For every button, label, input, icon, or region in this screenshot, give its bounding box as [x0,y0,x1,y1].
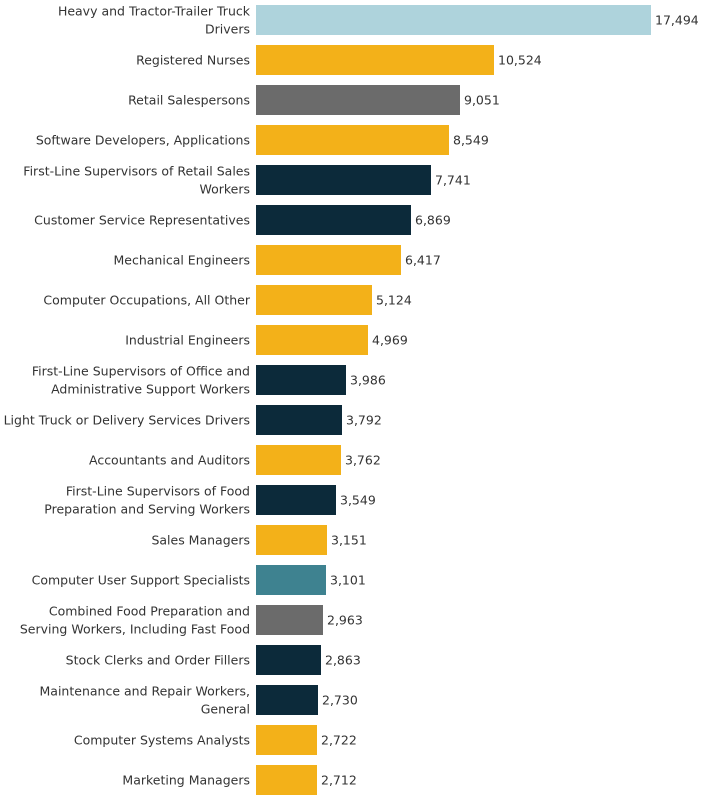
bars [256,5,651,795]
value-label-11: 3,762 [345,453,381,468]
value-label-2: 9,051 [464,93,500,108]
category-label-19: Marketing Managers [122,773,250,788]
value-label-13: 3,151 [331,533,367,548]
category-label-line: Computer Systems Analysts [74,733,250,748]
bar-19 [256,765,317,795]
bar-9 [256,365,346,395]
value-label-3: 8,549 [453,133,489,148]
category-label-line: Light Truck or Delivery Services Drivers [4,413,250,428]
category-label-line: Stock Clerks and Order Fillers [66,653,250,668]
bar-10 [256,405,342,435]
category-label-line: Accountants and Auditors [89,453,250,468]
category-label-line: Retail Salespersons [128,93,250,108]
bar-0 [256,5,651,35]
category-label-line: Serving Workers, Including Fast Food [20,622,250,637]
category-label-line: Drivers [205,22,250,37]
category-label-11: Accountants and Auditors [89,453,250,468]
value-label-17: 2,730 [322,693,358,708]
category-label-3: Software Developers, Applications [36,133,250,148]
category-label-line: Combined Food Preparation and [49,604,250,619]
category-labels: Heavy and Tractor-Trailer Truck Drivers Re… [4,4,251,788]
bar-17 [256,685,318,715]
value-label-5: 6,869 [415,213,451,228]
category-label-line: First-Line Supervisors of Food [66,484,250,499]
bar-7 [256,285,372,315]
category-label-12: First-Line Supervisors of Food Preparatio… [44,484,250,517]
category-label-5: Customer Service Representatives [34,213,250,228]
bar-5 [256,205,411,235]
value-label-4: 7,741 [435,173,471,188]
value-label-6: 6,417 [405,253,441,268]
value-label-10: 3,792 [346,413,382,428]
category-label-line: Customer Service Representatives [34,213,250,228]
bar-2 [256,85,460,115]
category-label-line: First-Line Supervisors of Retail Sales [23,164,250,179]
category-label-line: Computer User Support Specialists [32,573,250,588]
category-label-line: Industrial Engineers [125,333,250,348]
bar-15 [256,605,323,635]
category-label-2: Retail Salespersons [128,93,250,108]
category-label-14: Computer User Support Specialists [32,573,250,588]
bar-11 [256,445,341,475]
category-label-line: Mechanical Engineers [114,253,251,268]
category-label-line: General [201,702,250,717]
bar-14 [256,565,326,595]
category-label-line: Sales Managers [151,533,250,548]
category-label-line: Marketing Managers [122,773,250,788]
bar-1 [256,45,494,75]
bar-8 [256,325,368,355]
value-label-7: 5,124 [376,293,412,308]
value-label-0: 17,494 [655,13,699,28]
bar-6 [256,245,401,275]
category-label-line: Workers [199,182,250,197]
category-label-16: Stock Clerks and Order Fillers [66,653,250,668]
category-label-line: First-Line Supervisors of Office and [32,364,250,379]
category-label-line: Maintenance and Repair Workers, [40,684,250,699]
value-label-1: 10,524 [498,53,542,68]
category-label-13: Sales Managers [151,533,250,548]
bar-13 [256,525,327,555]
category-label-line: Computer Occupations, All Other [43,293,250,308]
category-label-18: Computer Systems Analysts [74,733,250,748]
category-label-10: Light Truck or Delivery Services Drivers [4,413,250,428]
value-label-15: 2,963 [327,613,363,628]
category-label-8: Industrial Engineers [125,333,250,348]
category-label-line: Software Developers, Applications [36,133,250,148]
category-label-9: First-Line Supervisors of Office and Admi… [32,364,250,397]
bar-16 [256,645,321,675]
category-label-17: Maintenance and Repair Workers, General [40,684,250,717]
bar-4 [256,165,431,195]
category-label-line: Administrative Support Workers [51,382,250,397]
value-label-19: 2,712 [321,773,357,788]
value-labels: 17,494 10,524 9,051 8,549 7,741 6,869 6,417 5,1… [321,13,699,788]
bar-18 [256,725,317,755]
category-label-line: Registered Nurses [136,53,250,68]
category-label-line: Heavy and Tractor-Trailer Truck [58,4,251,19]
value-label-8: 4,969 [372,333,408,348]
value-label-16: 2,863 [325,653,361,668]
bar-3 [256,125,449,155]
category-label-1: Registered Nurses [136,53,250,68]
category-label-7: Computer Occupations, All Other [43,293,250,308]
category-label-6: Mechanical Engineers [114,253,251,268]
category-label-line: Preparation and Serving Workers [44,502,250,517]
value-label-9: 3,986 [350,373,386,388]
value-label-18: 2,722 [321,733,357,748]
value-label-12: 3,549 [340,493,376,508]
bar-12 [256,485,336,515]
category-label-15: Combined Food Preparation and Serving Wor… [20,604,250,637]
category-label-4: First-Line Supervisors of Retail Sales Wo… [23,164,250,197]
category-label-0: Heavy and Tractor-Trailer Truck Drivers [58,4,251,37]
value-label-14: 3,101 [330,573,366,588]
